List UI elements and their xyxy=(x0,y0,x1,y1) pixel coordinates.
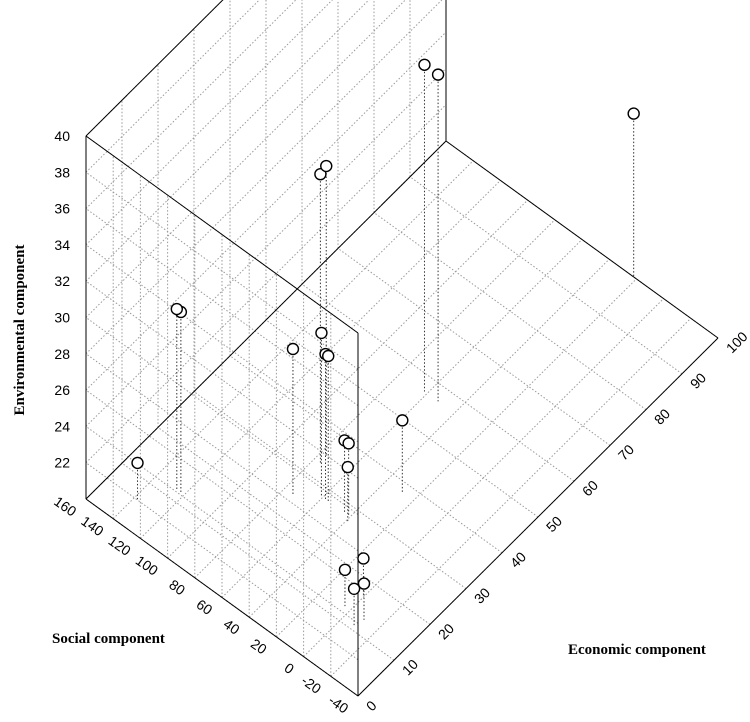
y-tick-label: 120 xyxy=(106,532,134,559)
floor-gridline xyxy=(330,317,692,677)
axes-frame xyxy=(85,0,719,697)
data-point xyxy=(286,342,300,356)
data-point xyxy=(315,326,328,340)
floor-gridline xyxy=(221,239,583,598)
floor-gridline xyxy=(409,176,683,375)
x-tick-label: 30 xyxy=(471,584,493,606)
data-point xyxy=(347,582,361,595)
floor-gridline xyxy=(112,160,474,520)
z-tick-label: 22 xyxy=(54,455,70,471)
right-wall-gridline xyxy=(85,31,447,391)
data-point xyxy=(314,167,327,181)
axis-edge xyxy=(85,135,359,334)
data-point xyxy=(322,349,335,363)
x-tick-label: 50 xyxy=(543,513,565,535)
data-point xyxy=(131,456,144,470)
floor-gridline xyxy=(248,258,610,618)
grid-layer xyxy=(85,0,719,697)
axis-edge xyxy=(445,140,719,339)
data-point xyxy=(418,58,431,71)
right-wall-gridline xyxy=(85,0,297,209)
data-point xyxy=(338,563,352,577)
floor-gridline xyxy=(337,247,611,446)
right-wall-gridline xyxy=(85,0,333,246)
right-wall-gridline xyxy=(85,0,370,282)
right-wall-gridline xyxy=(85,0,406,318)
y-tick-label: 100 xyxy=(133,552,161,579)
data-point xyxy=(396,414,409,427)
x-tick-label: 10 xyxy=(399,656,421,678)
z-axis-title: Environmental component xyxy=(12,245,28,416)
y-tick-label: 40 xyxy=(221,616,243,638)
x-tick-label: 40 xyxy=(507,548,529,570)
floor-gridline xyxy=(140,180,501,539)
floor-gridline xyxy=(193,391,467,590)
z-tick-label: 36 xyxy=(54,201,70,217)
x-tick-label: 60 xyxy=(579,477,601,499)
z-tick-label: 26 xyxy=(54,382,70,398)
axis-edge xyxy=(85,0,224,137)
x-tick-label: 0 xyxy=(363,697,380,714)
axis-edge xyxy=(85,140,447,500)
data-point xyxy=(357,552,370,565)
z-tick-label: 28 xyxy=(54,346,70,362)
x-tick-label: 80 xyxy=(651,405,673,427)
data-point xyxy=(431,68,445,81)
floor-gridline xyxy=(194,219,556,579)
x-axis-title: Economic component xyxy=(568,642,706,658)
floor-gridline xyxy=(167,199,528,559)
right-wall-gridline xyxy=(85,104,447,464)
y-tick-label: 80 xyxy=(166,576,188,598)
y-tick-label: 20 xyxy=(248,635,270,657)
right-wall-gridline xyxy=(85,68,447,427)
z-tick-label: 34 xyxy=(54,237,70,253)
x-tick-label: 100 xyxy=(723,328,750,356)
right-wall-gridline xyxy=(85,0,260,173)
axis-edge xyxy=(357,337,719,697)
y-tick-label: 140 xyxy=(78,513,106,540)
y-tick-label: 60 xyxy=(194,596,216,618)
z-tick-label: 38 xyxy=(54,164,70,180)
data-points xyxy=(131,58,640,595)
data-point xyxy=(342,437,355,450)
y-tick-label: -20 xyxy=(299,672,325,697)
data-point xyxy=(170,302,184,316)
y-tick-label: 160 xyxy=(51,493,79,520)
y-tick-label: 0 xyxy=(281,659,297,677)
data-point xyxy=(627,107,640,120)
data-point xyxy=(357,577,371,590)
x-tick-label: 70 xyxy=(615,441,637,463)
data-point xyxy=(341,460,354,474)
x-tick-label: 90 xyxy=(687,369,709,391)
floor-gridline xyxy=(276,278,637,638)
z-tick-label: 24 xyxy=(54,418,70,434)
x-tick-label: 20 xyxy=(435,620,457,642)
right-wall-gridline xyxy=(85,0,443,355)
y-tick-label: -40 xyxy=(326,692,352,717)
z-tick-label: 40 xyxy=(54,128,70,144)
z-tick-label: 32 xyxy=(54,273,70,289)
data-point xyxy=(320,159,333,173)
y-axis-title: Social component xyxy=(52,631,165,647)
axis-edge xyxy=(85,498,359,697)
z-tick-label: 30 xyxy=(54,310,70,326)
floor-gridline xyxy=(303,298,664,657)
drop-lines xyxy=(137,64,635,626)
